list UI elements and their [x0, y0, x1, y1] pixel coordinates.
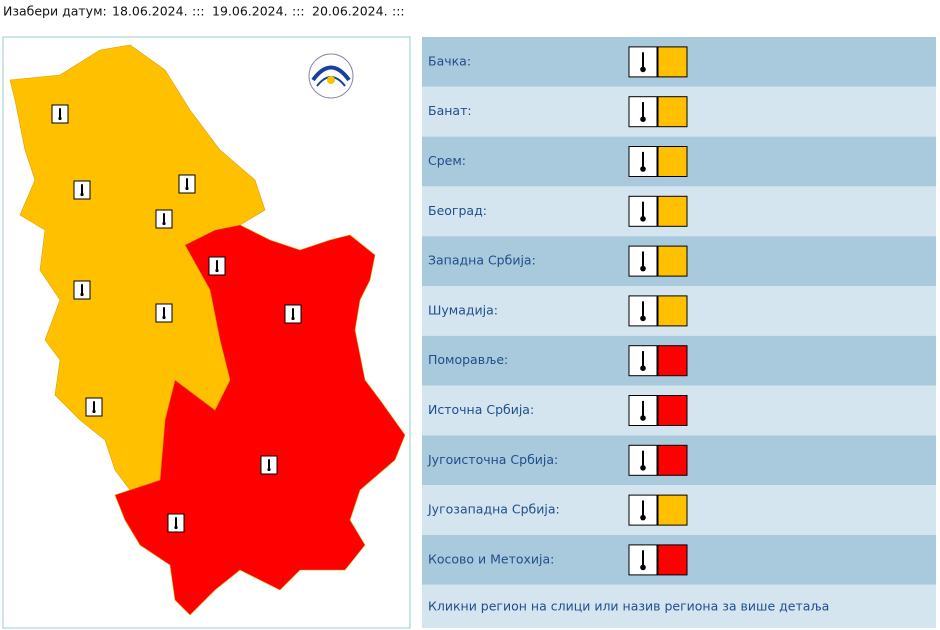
date-label: Изабери датум:: [3, 4, 107, 19]
thermometer-bulb: [291, 316, 295, 321]
thermometer-bulb: [640, 415, 646, 421]
region-name[interactable]: Југозападна Србија:: [427, 502, 560, 517]
region-icon: [628, 494, 658, 526]
footer-text: Кликни регион на слици или назив региона…: [428, 598, 829, 613]
region-icon: [628, 444, 658, 476]
region-icon: [628, 46, 658, 78]
map-icon: [284, 304, 302, 324]
date-separator: :::: [292, 4, 305, 19]
thermometer-bulb: [162, 221, 166, 226]
region-icon: [628, 295, 658, 327]
thermometer-bulb: [58, 116, 62, 121]
thermometer-bulb: [640, 365, 646, 372]
warning-level: [657, 96, 688, 128]
thermometer-bulb: [80, 192, 84, 197]
thermometer-bulb: [267, 467, 271, 472]
region-icon: [628, 96, 658, 128]
thermometer-bulb: [92, 409, 96, 414]
map-icon: [178, 174, 196, 194]
warning-level: [657, 345, 688, 377]
region-name[interactable]: Источна Србија:: [428, 402, 534, 417]
region-icon: [628, 395, 658, 426]
warning-level: [657, 544, 688, 576]
map-icon: [260, 455, 278, 475]
thermometer-bulb: [640, 315, 646, 322]
thermometer-bulb: [174, 525, 178, 530]
map-icon: [85, 397, 103, 417]
region-icon: [628, 544, 658, 576]
region-name[interactable]: Банат:: [428, 103, 472, 118]
region-name[interactable]: Западна Србија:: [428, 253, 536, 268]
date-link[interactable]: 19.06.2024.: [212, 4, 288, 19]
thermometer-bulb: [162, 315, 166, 320]
thermometer-bulb: [640, 265, 646, 272]
map-icon: [208, 256, 226, 276]
warning-level: [657, 444, 688, 476]
date-link[interactable]: 18.06.2024.: [112, 4, 188, 19]
logo: [308, 53, 354, 99]
region-name[interactable]: Београд:: [428, 203, 487, 218]
thermometer-bulb: [640, 564, 646, 571]
footer-row: [422, 584, 936, 628]
region-icon: [628, 146, 658, 177]
warning-level: [657, 295, 688, 327]
thermometer-bulb: [640, 66, 646, 73]
region-name[interactable]: Срем:: [428, 153, 466, 168]
date-separator: :::: [192, 4, 205, 19]
region-icon: [628, 195, 658, 227]
region-icon: [628, 345, 658, 377]
thermometer-bulb: [640, 465, 646, 471]
warning-level: [657, 494, 688, 526]
warning-level: [657, 146, 688, 177]
map-icon: [51, 104, 69, 124]
warning-level: [657, 46, 688, 78]
map-icon: [167, 513, 185, 533]
region-name[interactable]: Бачка:: [428, 53, 471, 68]
warning-level: [657, 195, 688, 227]
region-name[interactable]: Југоисточна Србија:: [427, 452, 558, 467]
map-icon: [155, 209, 173, 229]
thermometer-bulb: [640, 216, 646, 222]
map-icon: [155, 303, 173, 323]
warning-level: [657, 395, 688, 426]
thermometer-bulb: [640, 514, 646, 521]
map-icon: [73, 180, 91, 200]
thermometer-bulb: [215, 268, 219, 273]
map-icon: [73, 280, 91, 300]
region-icon: [628, 245, 658, 277]
region-name[interactable]: Поморавље:: [428, 352, 508, 367]
thermometer-bulb: [80, 292, 84, 297]
date-separator: :::: [392, 4, 405, 19]
thermometer-bulb: [640, 116, 646, 122]
warning-level: [657, 245, 688, 277]
date-link[interactable]: 20.06.2024.: [312, 4, 388, 19]
region-name[interactable]: Шумадија:: [428, 302, 498, 317]
thermometer-bulb: [185, 186, 189, 191]
map-area[interactable]: [114, 224, 406, 616]
thermometer-bulb: [640, 166, 646, 172]
region-name[interactable]: Косово и Метохија:: [428, 551, 554, 566]
